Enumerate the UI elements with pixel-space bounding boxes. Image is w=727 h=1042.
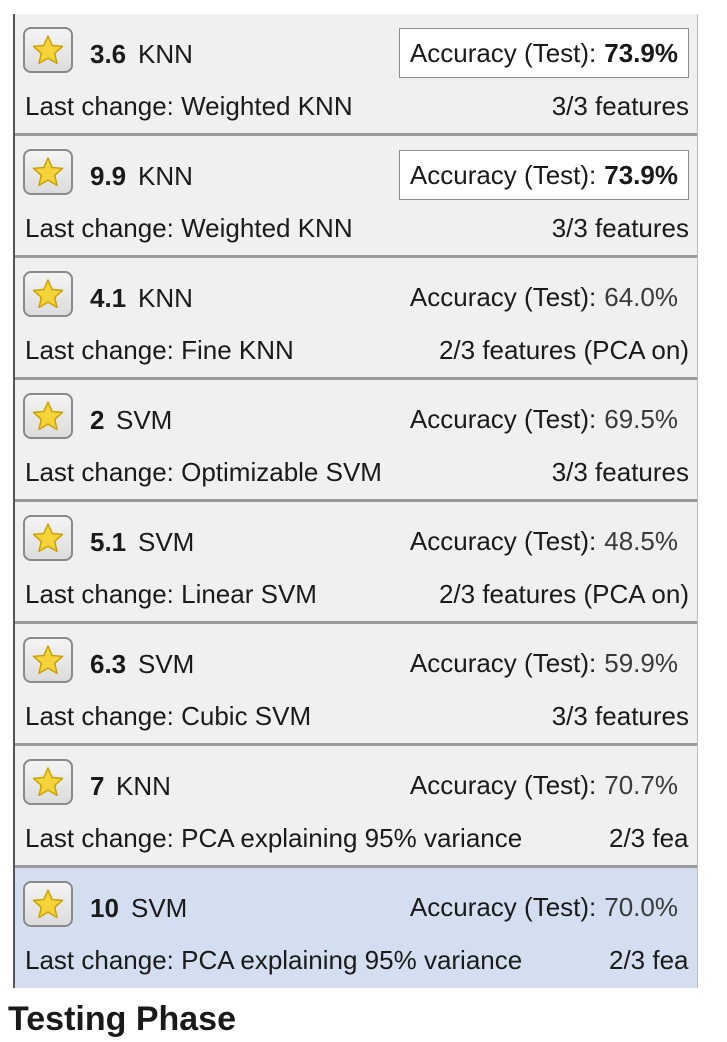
model-row-7[interactable]: 7 KNN Accuracy (Test): 70.7% Last change… (15, 746, 697, 868)
model-type: KNN (116, 771, 171, 801)
accuracy-label: Accuracy (Test): (409, 891, 597, 922)
features-text: 3/3 features (551, 213, 689, 243)
model-row-2[interactable]: 2 SVM Accuracy (Test): 69.5% Last change… (15, 380, 697, 502)
last-change-text: Last change: Fine KNN (25, 335, 294, 365)
model-type: KNN (138, 283, 193, 313)
favorite-button[interactable] (23, 637, 73, 683)
features-text: 2/3 fea (609, 823, 689, 853)
model-row-5.1[interactable]: 5.1 SVM Accuracy (Test): 48.5% Last chan… (15, 502, 697, 624)
accuracy-display: Accuracy (Test): 48.5% (399, 516, 689, 566)
model-number: 10 (90, 893, 119, 923)
accuracy-value: 73.9% (604, 159, 678, 190)
model-type: SVM (116, 405, 173, 435)
model-type: SVM (138, 527, 195, 557)
last-change-text: Last change: Weighted KNN (25, 213, 353, 243)
model-row-4.1[interactable]: 4.1 KNN Accuracy (Test): 64.0% Last chan… (15, 258, 697, 380)
model-number: 5.1 (90, 527, 127, 557)
accuracy-display: Accuracy (Test): 70.0% (399, 882, 689, 932)
last-change-text: Last change: Optimizable SVM (25, 457, 382, 487)
accuracy-display: Accuracy (Test): 64.0% (399, 272, 689, 322)
last-change-text: Last change: PCA explaining 95% variance (25, 823, 523, 853)
accuracy-label: Accuracy (Test): (409, 159, 597, 190)
model-number: 9.9 (90, 161, 127, 191)
last-change-text: Last change: Linear SVM (25, 579, 317, 609)
accuracy-display: Accuracy (Test): 70.7% (399, 760, 689, 810)
model-type: SVM (131, 893, 188, 923)
star-icon (32, 401, 64, 431)
model-number: 6.3 (90, 649, 127, 679)
accuracy-value: 69.5% (604, 403, 678, 434)
model-number: 7 (90, 771, 105, 801)
features-text: 3/3 features (551, 701, 689, 731)
models-panel: 3.6 KNN Accuracy (Test): 73.9% Last chan… (13, 14, 698, 988)
features-text: 3/3 features (551, 91, 689, 121)
features-text: 2/3 features (PCA on) (438, 579, 689, 609)
accuracy-value: 70.0% (604, 891, 678, 922)
favorite-button[interactable] (23, 27, 73, 73)
model-row-9.9[interactable]: 9.9 KNN Accuracy (Test): 73.9% Last chan… (15, 136, 697, 258)
model-row-3.6[interactable]: 3.6 KNN Accuracy (Test): 73.9% Last chan… (15, 14, 697, 136)
accuracy-display: Accuracy (Test): 73.9% (398, 150, 689, 200)
features-text: 2/3 features (PCA on) (438, 335, 689, 365)
model-row-6.3[interactable]: 6.3 SVM Accuracy (Test): 59.9% Last chan… (15, 624, 697, 746)
model-row-10[interactable]: 10 SVM Accuracy (Test): 70.0% Last chang… (15, 868, 697, 988)
favorite-button[interactable] (23, 149, 73, 195)
star-icon (32, 645, 64, 675)
model-type: KNN (138, 161, 193, 191)
accuracy-label: Accuracy (Test): (409, 647, 597, 678)
favorite-button[interactable] (23, 271, 73, 317)
star-icon (32, 35, 64, 65)
accuracy-label: Accuracy (Test): (409, 525, 597, 556)
favorite-button[interactable] (23, 515, 73, 561)
model-type: KNN (138, 39, 193, 69)
accuracy-label: Accuracy (Test): (409, 403, 597, 434)
model-number: 4.1 (90, 283, 127, 313)
features-text: 2/3 fea (609, 945, 689, 975)
favorite-button[interactable] (23, 881, 73, 927)
accuracy-display: Accuracy (Test): 59.9% (399, 638, 689, 688)
accuracy-value: 64.0% (604, 281, 678, 312)
star-icon (32, 279, 64, 309)
accuracy-label: Accuracy (Test): (409, 281, 597, 312)
star-icon (32, 767, 64, 797)
accuracy-display: Accuracy (Test): 73.9% (398, 28, 689, 78)
accuracy-label: Accuracy (Test): (409, 37, 597, 68)
model-list: 3.6 KNN Accuracy (Test): 73.9% Last chan… (15, 14, 697, 988)
accuracy-value: 59.9% (604, 647, 678, 678)
model-number: 3.6 (90, 39, 127, 69)
last-change-text: Last change: PCA explaining 95% variance (25, 945, 523, 975)
accuracy-value: 73.9% (604, 37, 678, 68)
model-type: SVM (138, 649, 195, 679)
accuracy-display: Accuracy (Test): 69.5% (399, 394, 689, 444)
model-number: 2 (90, 405, 105, 435)
features-text: 3/3 features (551, 457, 689, 487)
star-icon (32, 523, 64, 553)
star-icon (32, 157, 64, 187)
favorite-button[interactable] (23, 759, 73, 805)
last-change-text: Last change: Weighted KNN (25, 91, 353, 121)
section-title: Testing Phase (8, 1000, 236, 1038)
accuracy-label: Accuracy (Test): (409, 769, 597, 800)
favorite-button[interactable] (23, 393, 73, 439)
last-change-text: Last change: Cubic SVM (25, 701, 312, 731)
accuracy-value: 48.5% (604, 525, 678, 556)
star-icon (32, 889, 64, 919)
accuracy-value: 70.7% (604, 769, 678, 800)
